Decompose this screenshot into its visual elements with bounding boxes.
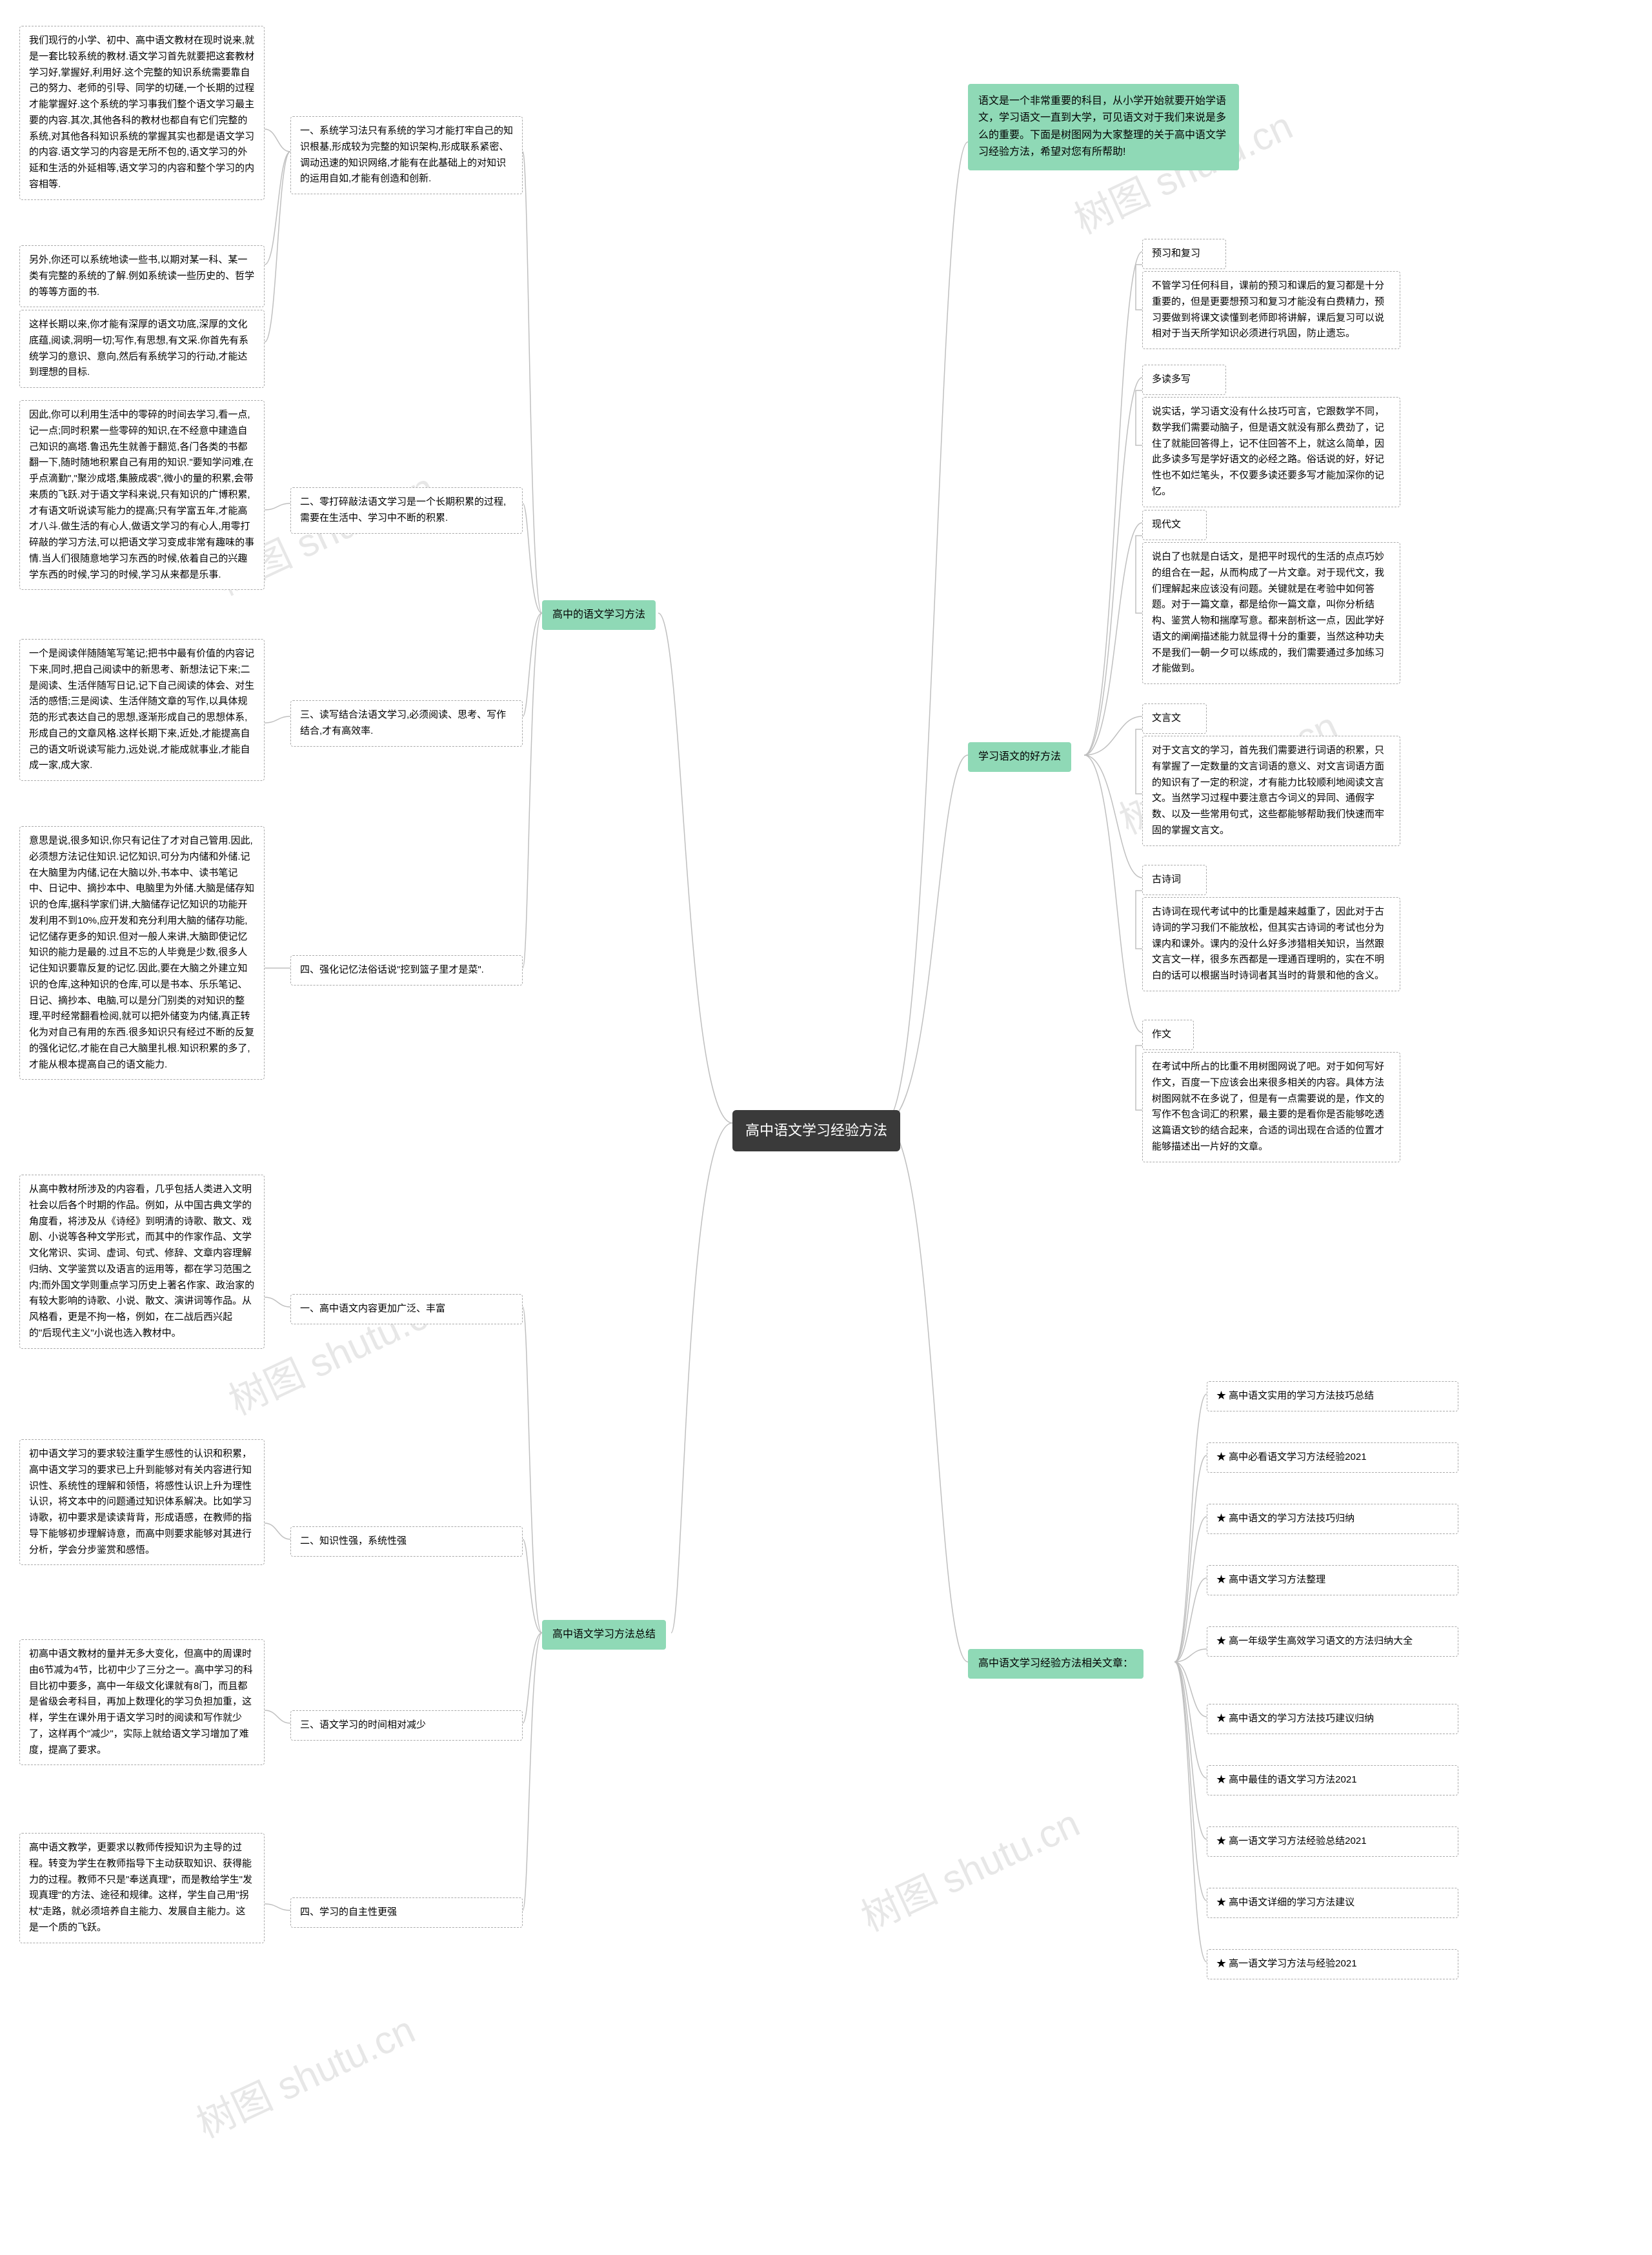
b1c3-note: 一个是阅读伴随随笔写笔记;把书中最有价值的内容记下来,同时,把自己阅读中的新思考… bbox=[19, 639, 265, 781]
b1c1-title: 一、系统学习法只有系统的学习才能打牢自己的知识根基,形成较为完整的知识架构,形成… bbox=[290, 116, 523, 194]
b2c2-note: 说实话，学习语文没有什么技巧可言，它跟数学不同，数学我们需要动脑子，但是语文就没… bbox=[1142, 397, 1400, 507]
b2c4-title: 文言文 bbox=[1142, 703, 1207, 734]
b2c2-title: 多读多写 bbox=[1142, 365, 1226, 395]
b2c6-note: 在考试中所占的比重不用树图网说了吧。对于如何写好作文，百度一下应该会出来很多相关… bbox=[1142, 1052, 1400, 1162]
watermark: 树图 shutu.cn bbox=[851, 1792, 1087, 1942]
b1c1-note1: 我们现行的小学、初中、高中语文教材在现时说来,就是一套比较系统的教材.语文学习首… bbox=[19, 26, 265, 200]
b1c1-note2: 另外,你还可以系统地读一些书,以期对某一科、某一类有完整的系统的了解.例如系统读… bbox=[19, 245, 265, 307]
b2c1-note: 不管学习任何科目，课前的预习和课后的复习都是十分重要的，但是更要想预习和复习才能… bbox=[1142, 271, 1400, 349]
b4c6[interactable]: ★ 高中语文的学习方法技巧建议归纳 bbox=[1207, 1704, 1458, 1734]
b3c1-title: 一、高中语文内容更加广泛、丰富 bbox=[290, 1294, 523, 1324]
b1c1-note3: 这样长期以来,你才能有深厚的语文功底,深厚的文化底蕴,阅读,洞明一切;写作,有思… bbox=[19, 310, 265, 388]
branch-3[interactable]: 高中语文学习方法总结 bbox=[542, 1620, 666, 1650]
b4c9[interactable]: ★ 高中语文详细的学习方法建议 bbox=[1207, 1888, 1458, 1918]
b3c3-note: 初高中语文教材的量并无多大变化，但高中的周课时由6节减为4节，比初中少了三分之一… bbox=[19, 1639, 265, 1765]
b1c4-title: 四、强化记忆法俗话说"挖到篮子里才是菜". bbox=[290, 955, 523, 986]
b2c3-note: 说白了也就是白话文，是把平时现代的生活的点点巧妙的组合在一起，从而构成了一片文章… bbox=[1142, 542, 1400, 684]
b4c5[interactable]: ★ 高一年级学生高效学习语文的方法归纳大全 bbox=[1207, 1626, 1458, 1657]
b3c1-note: 从高中教材所涉及的内容看，几乎包括人类进入文明社会以后各个时期的作品。例如，从中… bbox=[19, 1175, 265, 1349]
b3c4-title: 四、学习的自主性更强 bbox=[290, 1897, 523, 1928]
intro-node: 语文是一个非常重要的科目，从小学开始就要开始学语文，学习语文一直到大学，可见语文… bbox=[968, 84, 1239, 170]
b4c2[interactable]: ★ 高中必看语文学习方法经验2021 bbox=[1207, 1442, 1458, 1473]
b2c6-title: 作文 bbox=[1142, 1020, 1194, 1050]
b1c2-note: 因此,你可以利用生活中的零碎的时间去学习,看一点,记一点;同时积累一些零碎的知识… bbox=[19, 400, 265, 590]
b3c4-note: 高中语文教学，更要求以教师传授知识为主导的过程。转变为学生在教师指导下主动获取知… bbox=[19, 1833, 265, 1943]
b4c1[interactable]: ★ 高中语文实用的学习方法技巧总结 bbox=[1207, 1381, 1458, 1411]
root-node[interactable]: 高中语文学习经验方法 bbox=[732, 1110, 900, 1151]
b2c5-note: 古诗词在现代考试中的比重是越来越重了，因此对于古诗词的学习我们不能放松，但其实古… bbox=[1142, 897, 1400, 991]
b4c4[interactable]: ★ 高中语文学习方法整理 bbox=[1207, 1565, 1458, 1595]
b2c4-note: 对于文言文的学习，首先我们需要进行词语的积累，只有掌握了一定数量的文言词语的意义… bbox=[1142, 736, 1400, 846]
b3c2-note: 初中语文学习的要求较注重学生感性的认识和积累，高中语文学习的要求已上升到能够对有… bbox=[19, 1439, 265, 1565]
b4c10[interactable]: ★ 高一语文学习方法与经验2021 bbox=[1207, 1949, 1458, 1979]
b4c7[interactable]: ★ 高中最佳的语文学习方法2021 bbox=[1207, 1765, 1458, 1795]
b1c2-title: 二、零打碎敲法语文学习是一个长期积累的过程,需要在生活中、学习中不断的积累. bbox=[290, 487, 523, 534]
b4c3[interactable]: ★ 高中语文的学习方法技巧归纳 bbox=[1207, 1504, 1458, 1534]
branch-2[interactable]: 学习语文的好方法 bbox=[968, 742, 1071, 772]
b2c5-title: 古诗词 bbox=[1142, 865, 1207, 895]
b1c3-title: 三、读写结合法语文学习,必须阅读、思考、写作结合,才有高效率. bbox=[290, 700, 523, 747]
branch-4[interactable]: 高中语文学习经验方法相关文章： bbox=[968, 1649, 1143, 1679]
watermark: 树图 shutu.cn bbox=[186, 1999, 423, 2149]
b3c3-title: 三、语文学习的时间相对减少 bbox=[290, 1710, 523, 1741]
b4c8[interactable]: ★ 高一语文学习方法经验总结2021 bbox=[1207, 1826, 1458, 1857]
b2c1-title: 预习和复习 bbox=[1142, 239, 1226, 269]
b2c3-title: 现代文 bbox=[1142, 510, 1207, 540]
b3c2-title: 二、知识性强，系统性强 bbox=[290, 1526, 523, 1557]
b1c4-note: 意思是说,很多知识,你只有记住了才对自己管用.因此,必须想方法记住知识.记忆知识… bbox=[19, 826, 265, 1080]
branch-1[interactable]: 高中的语文学习方法 bbox=[542, 600, 656, 630]
